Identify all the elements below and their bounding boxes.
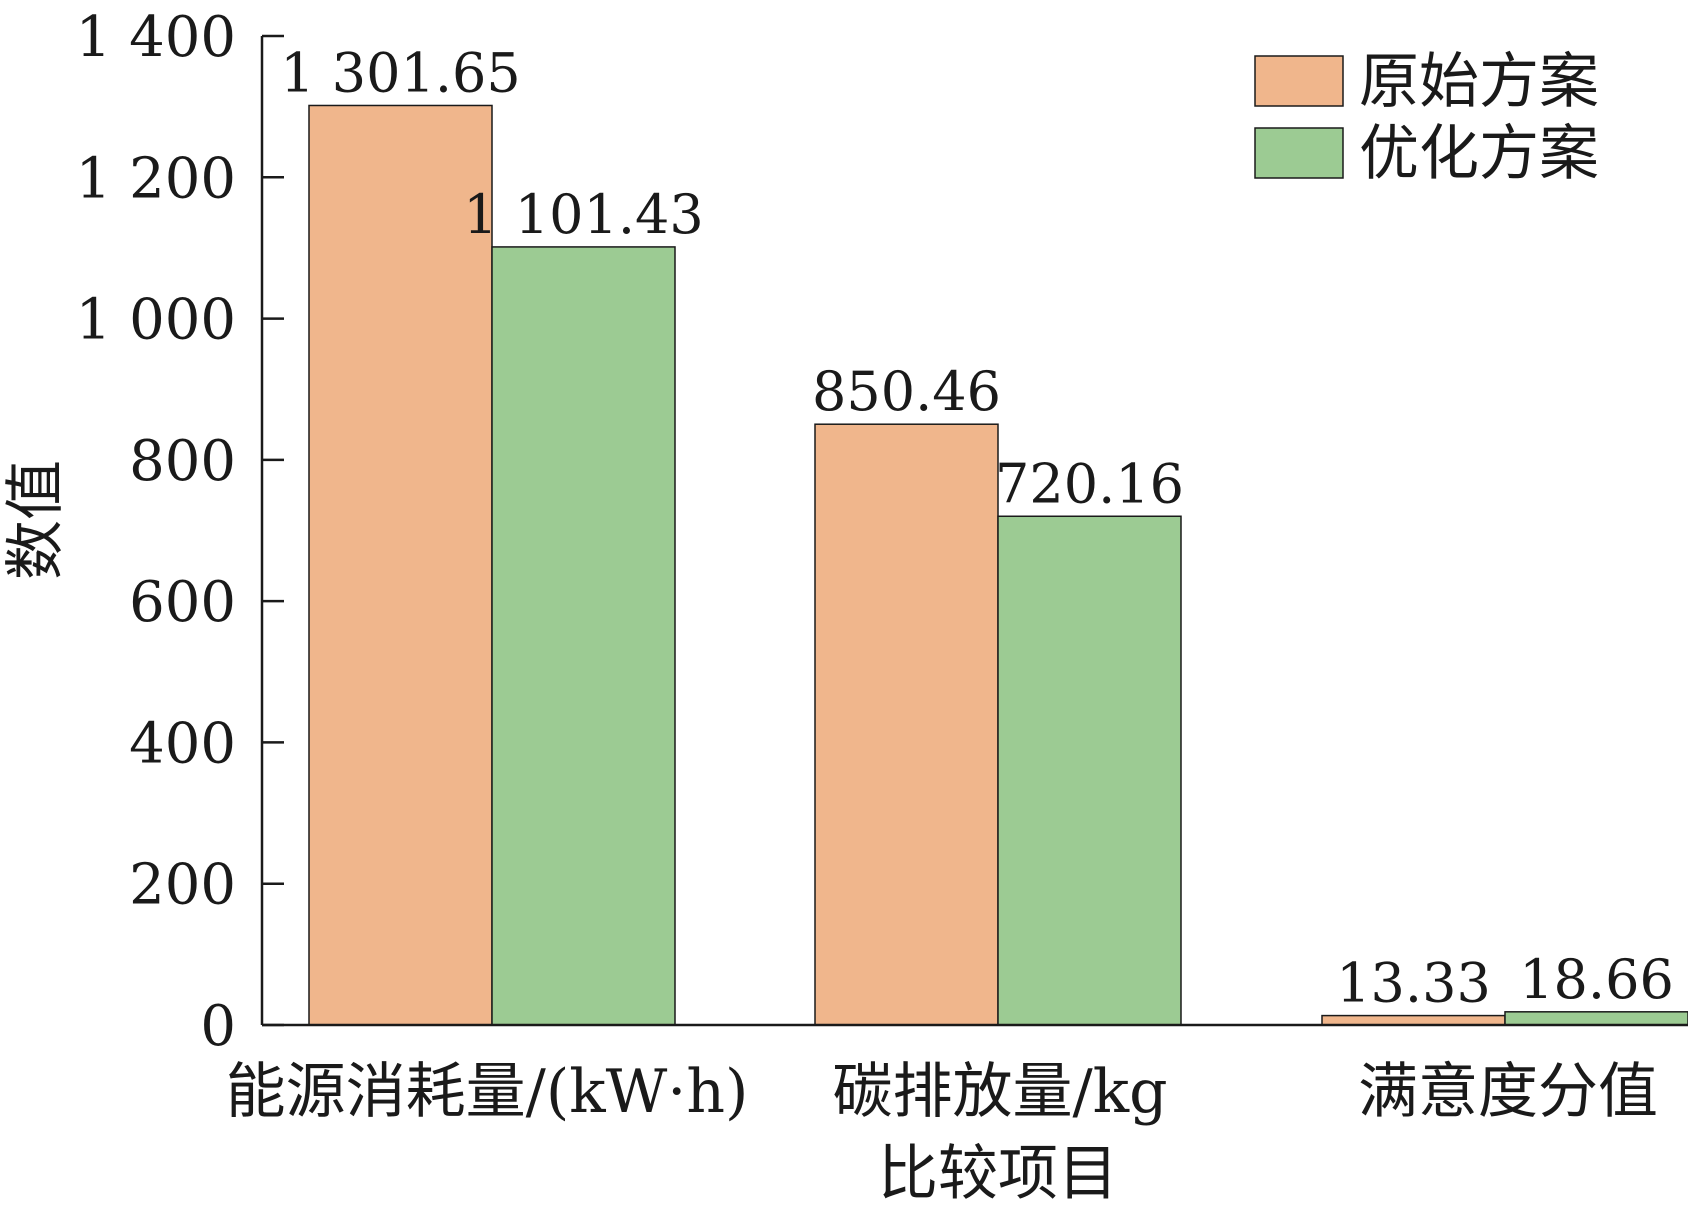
- y-tick-label: 600: [129, 570, 236, 635]
- y-tick-label: 1 400: [76, 5, 236, 70]
- bar: [1321, 1014, 1506, 1026]
- y-tick-label: 1 200: [76, 146, 236, 211]
- category-label: 能源消耗量/(kW·h): [226, 1057, 749, 1127]
- category-label: 碳排放量/kg: [833, 1057, 1168, 1127]
- legend-label: 原始方案: [1359, 47, 1599, 117]
- category-label: 满意度分值: [1358, 1057, 1658, 1127]
- y-axis-ticks: 0 200 400 600 800 1 000 1 200 1 400: [76, 5, 284, 1059]
- data-label: 1 101.43: [463, 183, 703, 246]
- y-tick-label: 400: [129, 711, 236, 776]
- data-label: 18.66: [1519, 948, 1674, 1011]
- bars: [308, 104, 1688, 1026]
- data-labels: 1 301.65 850.46 13.33 1 101.43 720.16 18.66: [280, 41, 1674, 1014]
- y-tick-label: 1 000: [76, 288, 236, 353]
- legend-swatch: [1254, 55, 1344, 107]
- bar: [491, 246, 676, 1026]
- category-labels: 能源消耗量/(kW·h) 碳排放量/kg 满意度分值: [226, 1057, 1658, 1127]
- data-label: 850.46: [812, 360, 1001, 423]
- y-tick-label: 200: [129, 853, 236, 918]
- data-label: 1 301.65: [280, 41, 520, 104]
- y-tick-label: 800: [129, 429, 236, 494]
- data-label: 720.16: [995, 452, 1184, 515]
- bar: [997, 515, 1182, 1026]
- y-axis-title: 数值: [1, 460, 71, 580]
- legend-label: 优化方案: [1359, 119, 1599, 189]
- data-label: 13.33: [1336, 952, 1491, 1015]
- x-axis-title: 比较项目: [878, 1139, 1118, 1209]
- y-tick-label: 0: [200, 994, 236, 1059]
- bar: [814, 423, 999, 1026]
- bar: [308, 104, 493, 1026]
- legend-swatch: [1254, 127, 1344, 179]
- bar: [1504, 1011, 1688, 1026]
